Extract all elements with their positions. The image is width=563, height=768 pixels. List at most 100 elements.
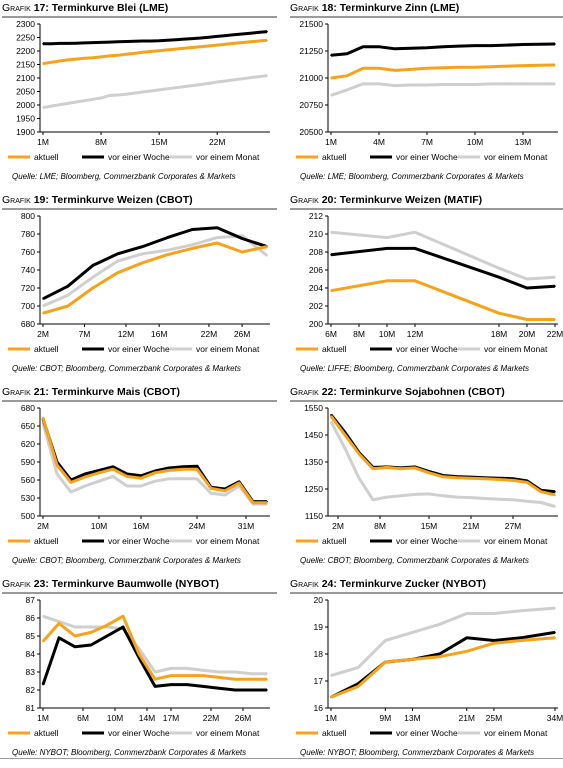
legend-label: vor einer Woche — [108, 152, 170, 162]
y-tick-label: 650 — [21, 421, 35, 431]
data-point — [266, 74, 268, 77]
x-tick-label: 2M — [37, 329, 49, 339]
data-point — [84, 476, 86, 478]
data-point — [442, 66, 444, 69]
data-point — [199, 37, 202, 39]
data-point — [191, 228, 194, 231]
series-line-gray — [330, 82, 555, 97]
data-point — [186, 683, 188, 686]
chart-panel-c21: Grafik 21: Terminkurve Mais (CBOT) 500 530… — [2, 386, 277, 576]
data-point — [202, 669, 204, 671]
data-point — [191, 84, 194, 87]
x-tick-label: 26M — [235, 713, 252, 723]
data-point — [108, 55, 111, 57]
x-tick-label: 8M — [95, 137, 107, 147]
data-point — [92, 57, 94, 59]
chart-title: Grafik 18: Terminkurve Zinn (LME) — [290, 2, 563, 16]
legend-label: vor einer Woche — [396, 344, 458, 354]
chart-number: 23: — [30, 578, 52, 590]
chart-svg: 81 82 83 84 85 86 87 1M 6M 10M 14M 17M 22M 26M aktuell… — [8, 595, 270, 738]
data-point — [400, 495, 402, 497]
x-tick-label: 21M — [463, 521, 480, 531]
y-tick-label: 700 — [21, 301, 35, 311]
data-point — [210, 492, 212, 494]
data-point — [458, 66, 460, 68]
data-point — [554, 318, 556, 321]
data-point — [554, 637, 556, 639]
x-tick-label: 26M — [234, 329, 251, 339]
data-point — [384, 661, 387, 663]
data-point — [58, 637, 60, 639]
series-line-gray — [41, 422, 267, 506]
data-point — [42, 615, 44, 617]
legend-label: vor einer Woche — [108, 344, 170, 354]
series-line-gray — [330, 230, 556, 281]
chart-source: Quelle: CBOT; Bloomberg, Commerzbank Cor… — [12, 364, 241, 373]
data-point — [158, 49, 160, 52]
y-tick-label: 210 — [309, 229, 323, 239]
data-point — [249, 41, 252, 43]
data-point — [362, 83, 364, 85]
data-point — [411, 658, 414, 661]
x-tick-label: 10M — [107, 713, 124, 723]
data-point — [100, 97, 102, 99]
y-tick-label: 1550 — [304, 403, 323, 413]
chart-label: Grafik — [290, 386, 319, 398]
y-tick-label: 17 — [314, 676, 324, 686]
y-tick-label: 800 — [21, 211, 35, 221]
data-point — [122, 615, 124, 617]
title-rule — [290, 592, 563, 594]
data-point — [426, 84, 428, 86]
x-tick-label: 18M — [491, 329, 508, 339]
data-point — [252, 502, 254, 504]
series-line-black — [42, 226, 268, 301]
chart-number: 24: — [318, 578, 340, 590]
legend-label: aktuell — [34, 728, 59, 738]
data-point — [526, 500, 528, 502]
data-point — [210, 487, 212, 490]
x-tick-label: 8M — [353, 329, 365, 339]
chart-panel-c17: Grafik 17: Terminkurve Blei (LME) 1900 195… — [2, 2, 277, 192]
data-point — [438, 655, 441, 658]
data-point — [266, 673, 268, 675]
data-point — [490, 44, 492, 47]
data-point — [133, 92, 136, 94]
data-point — [42, 106, 44, 109]
data-point — [67, 42, 69, 45]
data-point — [70, 481, 72, 484]
data-point — [196, 465, 198, 467]
data-point — [122, 626, 124, 628]
data-point — [410, 47, 412, 50]
series-line-orange — [329, 415, 556, 497]
title-rule — [290, 400, 563, 402]
series-line-orange — [42, 38, 268, 66]
data-point — [344, 447, 346, 450]
chart-svg: 200 202 204 206 208 210 212 6M 8M 10M 12M 18M 20M 22M… — [296, 211, 563, 354]
data-point — [154, 678, 156, 680]
data-point — [158, 39, 160, 42]
data-point — [191, 244, 194, 246]
data-point — [202, 685, 204, 688]
data-point — [150, 50, 152, 53]
data-point — [386, 466, 388, 469]
data-point — [538, 43, 540, 46]
y-tick-label: 2300 — [16, 19, 35, 29]
series-line-gray — [42, 234, 268, 308]
title-rule — [290, 16, 563, 18]
data-point — [191, 37, 194, 40]
data-point — [58, 60, 61, 62]
data-point — [191, 247, 194, 250]
data-point — [241, 78, 243, 80]
data-point — [224, 490, 226, 492]
x-tick-label: 9M — [379, 713, 391, 723]
data-point — [208, 82, 210, 85]
data-point — [141, 262, 144, 264]
y-tick-label: 16 — [314, 703, 324, 713]
data-point — [154, 480, 156, 482]
data-point — [67, 285, 69, 287]
data-point — [224, 494, 226, 496]
x-tick-label: 2M — [37, 521, 49, 531]
x-tick-label: 7M — [79, 329, 91, 339]
data-point — [520, 610, 522, 612]
data-point — [241, 251, 243, 253]
